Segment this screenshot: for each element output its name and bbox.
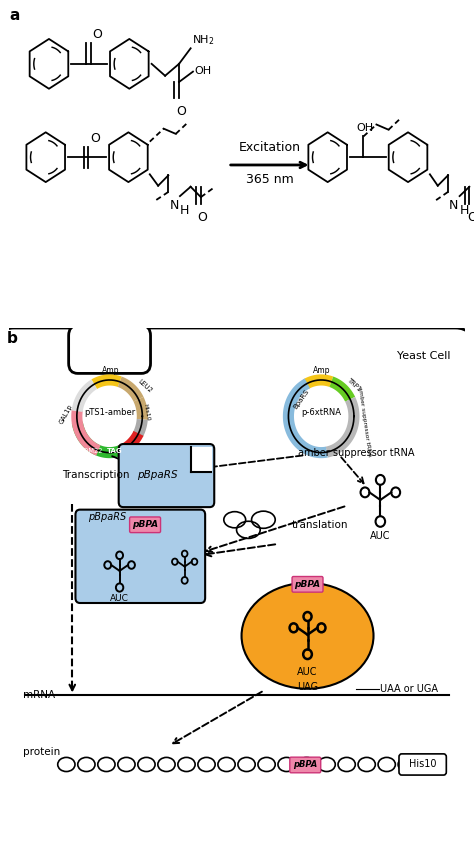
- Text: NH$_2$: NH$_2$: [191, 33, 214, 47]
- Text: H: H: [460, 204, 469, 217]
- FancyBboxPatch shape: [0, 328, 474, 841]
- Text: Amp: Amp: [102, 366, 119, 375]
- Text: TOM22: TOM22: [80, 448, 103, 454]
- Text: OH: OH: [356, 123, 373, 133]
- Text: amber suppressor tRNA: amber suppressor tRNA: [356, 386, 371, 457]
- Text: 365 nm: 365 nm: [246, 172, 293, 186]
- FancyBboxPatch shape: [292, 577, 323, 592]
- Text: GAL1p: GAL1p: [59, 403, 74, 425]
- Text: N: N: [449, 199, 458, 212]
- Text: mRNA: mRNA: [23, 690, 55, 701]
- Ellipse shape: [242, 583, 374, 689]
- FancyBboxPatch shape: [290, 757, 321, 773]
- Text: Excitation: Excitation: [238, 140, 301, 154]
- Text: pBPA: pBPA: [294, 579, 320, 589]
- Text: BpaRS: BpaRS: [292, 388, 310, 410]
- Text: protein: protein: [23, 747, 60, 757]
- Text: pBpaRS: pBpaRS: [137, 470, 178, 480]
- Text: pBpaRS: pBpaRS: [88, 512, 126, 522]
- Text: OH: OH: [194, 66, 211, 76]
- Text: LEU2: LEU2: [137, 378, 153, 394]
- FancyBboxPatch shape: [118, 444, 214, 507]
- Text: UAA or UGA: UAA or UGA: [380, 684, 438, 694]
- Text: H: H: [180, 204, 189, 217]
- Text: Transcription: Transcription: [62, 470, 129, 480]
- Text: pBPA: pBPA: [132, 521, 158, 529]
- Text: p-6xtRNA: p-6xtRNA: [301, 408, 341, 417]
- Text: His10: His10: [142, 404, 150, 421]
- Text: O: O: [467, 210, 474, 224]
- Text: UAG: UAG: [297, 682, 318, 692]
- Text: O: O: [92, 28, 102, 40]
- Text: His10: His10: [409, 759, 437, 770]
- FancyBboxPatch shape: [69, 325, 151, 373]
- Text: translation: translation: [292, 520, 348, 530]
- Text: O: O: [197, 210, 207, 224]
- Text: Amp: Amp: [313, 366, 331, 375]
- Text: AUC: AUC: [297, 667, 318, 677]
- Text: AUC: AUC: [110, 595, 129, 604]
- FancyBboxPatch shape: [129, 517, 161, 532]
- Text: N: N: [169, 199, 179, 212]
- Text: pTS1-amber: pTS1-amber: [84, 408, 135, 417]
- FancyBboxPatch shape: [191, 447, 212, 472]
- Text: O: O: [176, 105, 186, 119]
- Text: TRP1: TRP1: [347, 377, 363, 393]
- Text: Yeast Cell: Yeast Cell: [397, 351, 451, 361]
- Text: b: b: [7, 331, 18, 346]
- Text: pBPA: pBPA: [293, 760, 318, 770]
- Text: AUC: AUC: [370, 531, 391, 541]
- FancyBboxPatch shape: [399, 754, 447, 775]
- Text: O: O: [91, 132, 100, 145]
- FancyBboxPatch shape: [75, 510, 205, 603]
- Text: amber suppressor tRNA: amber suppressor tRNA: [299, 448, 415, 458]
- Text: TAG: TAG: [107, 448, 123, 454]
- Text: a: a: [9, 8, 20, 24]
